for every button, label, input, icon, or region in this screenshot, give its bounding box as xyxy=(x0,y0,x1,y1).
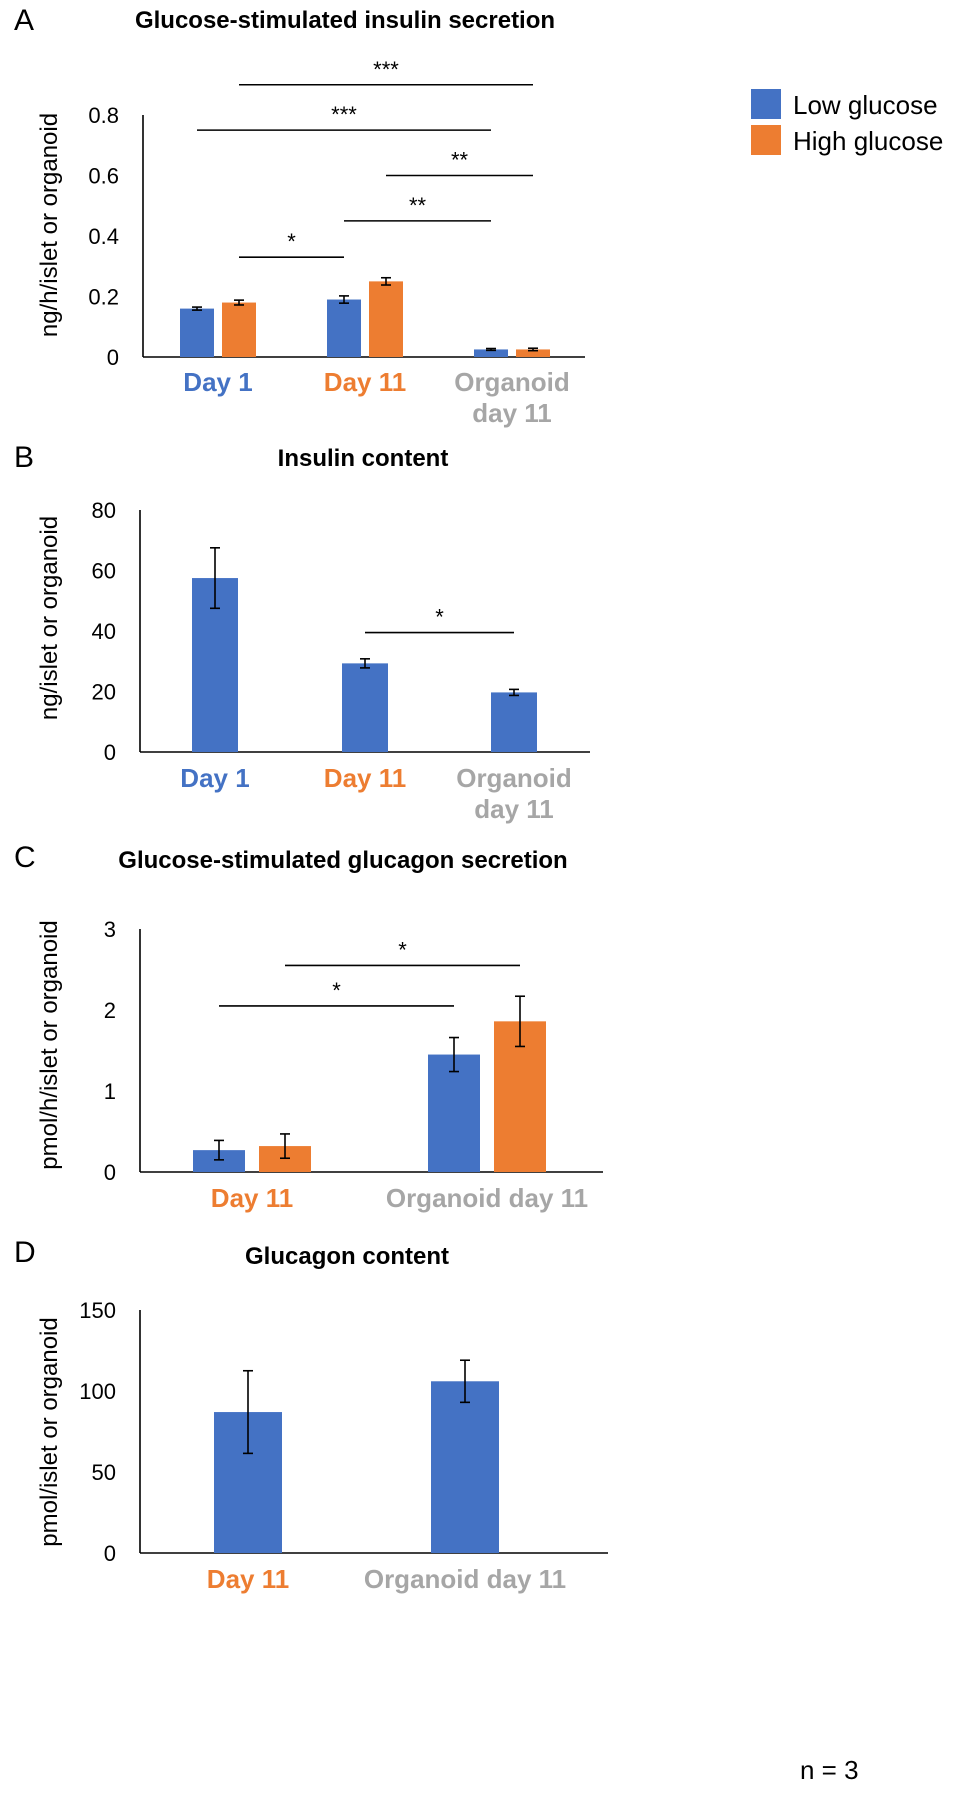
significance-label: * xyxy=(435,605,444,630)
panel-B: B Insulin content ng/islet or organoid 0 20 4… xyxy=(14,441,590,824)
category-label: Organoid xyxy=(454,367,570,397)
legend-label: Low glucose xyxy=(793,90,938,120)
y-tick-label: 0.8 xyxy=(88,103,119,128)
y-tick-label: 0 xyxy=(107,345,119,370)
y-axis-label: ng/islet or organoid xyxy=(36,516,63,720)
significance-label: ** xyxy=(451,148,469,173)
category-label: Day 11 xyxy=(324,763,406,793)
panel-letter: A xyxy=(14,4,34,37)
bar xyxy=(327,299,361,357)
y-axis-label: pmol/islet or organoid xyxy=(36,1317,63,1546)
bar xyxy=(369,281,403,357)
panel-letter: B xyxy=(14,441,34,474)
category-label: Day 11 xyxy=(207,1564,289,1594)
panel-A: A Glucose-stimulated insulin secretion ng/… xyxy=(14,4,943,428)
panel-letter: D xyxy=(14,1236,36,1269)
category-label: day 11 xyxy=(472,398,552,428)
chart-title: Glucose-stimulated insulin secretion xyxy=(135,7,555,34)
y-tick-label: 100 xyxy=(79,1379,116,1404)
bar xyxy=(222,302,256,357)
significance-label: * xyxy=(398,937,407,962)
significance-label: * xyxy=(287,229,296,254)
y-tick-label: 0.4 xyxy=(88,224,119,249)
legend: Low glucose High glucose xyxy=(751,89,943,156)
y-tick-label: 1 xyxy=(104,1079,116,1104)
legend-swatch xyxy=(751,89,781,119)
y-tick-label: 2 xyxy=(104,998,116,1023)
category-label: Organoid day 11 xyxy=(364,1564,566,1594)
category-label: Organoid day 11 xyxy=(386,1183,588,1213)
y-tick-label: 0 xyxy=(104,1160,116,1185)
y-tick-label: 0 xyxy=(104,1541,116,1566)
y-axis-label: pmol/h/islet or organoid xyxy=(36,920,63,1169)
y-tick-label: 50 xyxy=(92,1460,116,1485)
chart-title: Glucose-stimulated glucagon secretion xyxy=(118,847,567,874)
bar xyxy=(180,308,214,357)
bar xyxy=(431,1381,499,1553)
y-tick-label: 60 xyxy=(92,559,116,584)
significance-label: *** xyxy=(331,102,357,127)
chart-title: Glucagon content xyxy=(245,1243,449,1270)
category-label: Day 1 xyxy=(180,763,249,793)
chart-title: Insulin content xyxy=(278,445,449,472)
significance-label: * xyxy=(332,978,341,1003)
y-axis-label: ng/h/islet or organoid xyxy=(36,113,63,337)
bar xyxy=(342,663,388,752)
y-tick-label: 0 xyxy=(104,740,116,765)
y-tick-label: 20 xyxy=(92,680,116,705)
bar xyxy=(428,1054,480,1172)
significance-label: ** xyxy=(409,193,427,218)
bar xyxy=(491,692,537,752)
legend-label: High glucose xyxy=(793,126,943,156)
category-label: day 11 xyxy=(474,794,554,824)
panel-C: C Glucose-stimulated glucagon secretion pm… xyxy=(14,841,603,1213)
y-tick-label: 3 xyxy=(104,917,116,942)
y-tick-label: 150 xyxy=(79,1298,116,1323)
significance-label: *** xyxy=(373,57,399,82)
category-label: Organoid xyxy=(456,763,572,793)
category-label: Day 1 xyxy=(183,367,252,397)
bar xyxy=(193,1150,245,1172)
y-tick-label: 0.6 xyxy=(88,164,119,189)
category-label: Day 11 xyxy=(211,1183,293,1213)
category-label: Day 11 xyxy=(324,367,406,397)
bar xyxy=(474,349,508,357)
panel-D: D Glucagon content pmol/islet or organoid 0… xyxy=(14,1236,608,1594)
y-tick-label: 0.2 xyxy=(88,285,119,310)
panel-letter: C xyxy=(14,841,36,874)
bar xyxy=(516,349,550,357)
y-tick-label: 40 xyxy=(92,619,116,644)
sample-size-note: n = 3 xyxy=(800,1755,859,1785)
legend-swatch xyxy=(751,125,781,155)
y-tick-label: 80 xyxy=(92,498,116,523)
